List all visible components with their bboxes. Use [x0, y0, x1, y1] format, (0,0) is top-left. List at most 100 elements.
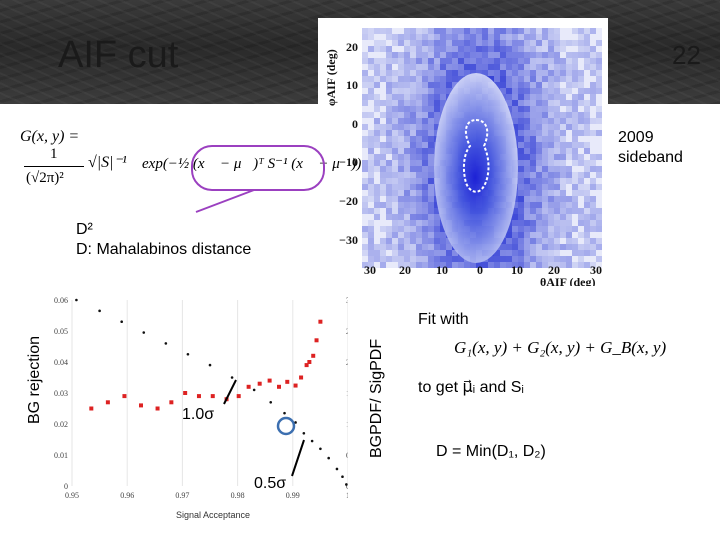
histogram-cell	[440, 58, 446, 64]
rejection-point	[186, 352, 190, 356]
histogram-cell	[482, 46, 488, 52]
histogram-cell	[518, 244, 524, 250]
histogram-cell	[488, 58, 494, 64]
histogram-cell	[560, 256, 566, 262]
histogram-x-ticks: 30 20 10 0 10 20 30	[364, 263, 602, 277]
histogram-cell	[440, 52, 446, 58]
histogram-cell	[428, 172, 434, 178]
histogram-cell	[518, 46, 524, 52]
histogram-cell	[584, 208, 590, 214]
histogram-cell	[374, 202, 380, 208]
signal-region-contour	[462, 118, 490, 193]
histogram-cell	[386, 52, 392, 58]
histogram-cell	[398, 166, 404, 172]
histogram-cell	[548, 148, 554, 154]
histogram-cell	[386, 88, 392, 94]
histogram-cell	[596, 154, 602, 160]
histogram-cell	[518, 208, 524, 214]
histogram-cell	[518, 202, 524, 208]
histogram-cell	[380, 262, 386, 268]
histogram-cell	[416, 184, 422, 190]
histogram-cell	[404, 76, 410, 82]
histogram-cell	[518, 160, 524, 166]
histogram-cell	[560, 178, 566, 184]
histogram-cell	[410, 232, 416, 238]
histogram-cell	[410, 28, 416, 34]
fit-with-label: Fit with	[418, 311, 469, 328]
histogram-cell	[440, 262, 446, 268]
histogram-cell	[596, 76, 602, 82]
histogram-cell	[434, 106, 440, 112]
histogram-cell	[398, 148, 404, 154]
histogram-cell	[518, 52, 524, 58]
histogram-cell	[458, 64, 464, 70]
histogram-cell	[554, 118, 560, 124]
histogram-cell	[584, 202, 590, 208]
histogram-cell	[380, 190, 386, 196]
histogram-cell	[500, 58, 506, 64]
histogram-cell	[536, 208, 542, 214]
histogram-cell	[428, 262, 434, 268]
histogram-cell	[428, 226, 434, 232]
histogram-cell	[428, 232, 434, 238]
histogram-cell	[536, 256, 542, 262]
histogram-cell	[470, 64, 476, 70]
histogram-cell	[524, 160, 530, 166]
histogram-cell	[536, 52, 542, 58]
formula-det: √|S|⁻¹	[88, 154, 127, 171]
histogram-cell	[422, 76, 428, 82]
histogram-cell	[386, 94, 392, 100]
histogram-cell	[434, 202, 440, 208]
histogram-cell	[398, 214, 404, 220]
ratio-point	[246, 384, 251, 389]
histogram-cell	[566, 52, 572, 58]
histogram-cell	[542, 238, 548, 244]
histogram-cell	[536, 88, 542, 94]
histogram-cell	[422, 220, 428, 226]
histogram-cell	[404, 148, 410, 154]
histogram-cell	[386, 196, 392, 202]
histogram-cell	[548, 124, 554, 130]
histogram-cell	[584, 106, 590, 112]
histogram-cell	[524, 124, 530, 130]
histogram-cell	[518, 226, 524, 232]
histogram-cell	[392, 208, 398, 214]
histogram-cell	[368, 220, 374, 226]
histogram-cell	[362, 142, 368, 148]
histogram-cell	[488, 64, 494, 70]
histogram-cell	[410, 136, 416, 142]
histogram-cell	[536, 112, 542, 118]
histogram-cell	[518, 232, 524, 238]
histogram-cell	[410, 262, 416, 268]
histogram-cell	[506, 70, 512, 76]
histogram-cell	[536, 178, 542, 184]
histogram-cell	[434, 46, 440, 52]
histogram-cell	[536, 250, 542, 256]
histogram-cell	[542, 100, 548, 106]
histogram-cell	[428, 166, 434, 172]
histogram-cell	[410, 124, 416, 130]
histogram-cell	[434, 256, 440, 262]
ratio-point	[311, 353, 316, 358]
histogram-cell	[386, 124, 392, 130]
histogram-cell	[410, 94, 416, 100]
histogram-cell	[518, 112, 524, 118]
histogram-cell	[416, 238, 422, 244]
histogram-cell	[548, 250, 554, 256]
histogram-cell	[374, 130, 380, 136]
histogram-cell	[524, 58, 530, 64]
histogram-cell	[590, 64, 596, 70]
histogram-cell	[548, 106, 554, 112]
y-tick-label: 0.02	[54, 420, 68, 429]
histogram-cell	[446, 256, 452, 262]
histogram-cell	[542, 226, 548, 232]
histogram-cell	[410, 178, 416, 184]
histogram-cell	[548, 34, 554, 40]
histogram-cell	[572, 196, 578, 202]
histogram-cell	[566, 82, 572, 88]
rejection-point	[98, 309, 101, 313]
histogram-cell	[422, 124, 428, 130]
rejection-point	[230, 376, 234, 379]
histogram-cell	[542, 250, 548, 256]
histogram-cell	[518, 196, 524, 202]
